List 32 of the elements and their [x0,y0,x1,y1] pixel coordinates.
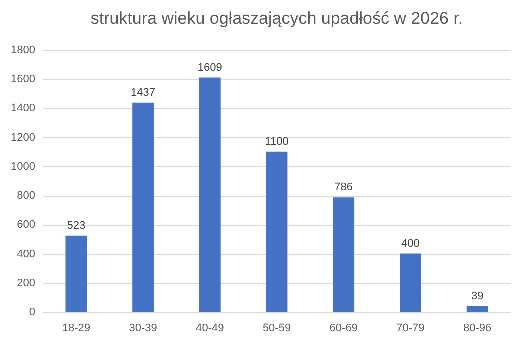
bar [132,102,154,312]
bar [266,152,288,312]
x-tick-label: 18-29 [62,322,90,334]
x-tick-label: 50-59 [262,322,292,334]
x-tick-label: 40-49 [196,322,224,334]
bar [66,236,88,312]
y-tick-label: 1800 [11,44,36,56]
data-label: 1609 [198,62,222,74]
bar [333,198,355,312]
y-tick-label: 400 [17,248,36,260]
y-tick-label: 1600 [11,74,36,86]
y-tick-label: 200 [17,277,36,290]
data-label: 39 [471,290,484,302]
y-tick-label: 600 [17,219,36,232]
data-label: 786 [334,182,354,194]
y-tick-label: 800 [17,190,36,202]
data-label: 1100 [265,136,289,148]
y-tick-label: 1400 [11,102,36,115]
bar [199,78,221,312]
data-label: 1437 [131,86,156,99]
data-label: 400 [402,238,420,250]
y-tick-label: 1000 [11,160,36,173]
y-tick-label: 0 [29,306,36,318]
chart-title: struktura wieku ogłaszających upadłość w 2026 r. [90,9,464,28]
x-tick-label: 60-69 [330,322,358,334]
x-tick-label: 80-96 [464,322,492,334]
data-label: 523 [67,220,86,232]
bar [466,306,488,312]
x-tick-label: 30-39 [129,322,158,334]
bar [400,254,422,312]
y-tick-label: 1200 [11,132,36,144]
x-tick-label: 70-79 [396,322,425,334]
